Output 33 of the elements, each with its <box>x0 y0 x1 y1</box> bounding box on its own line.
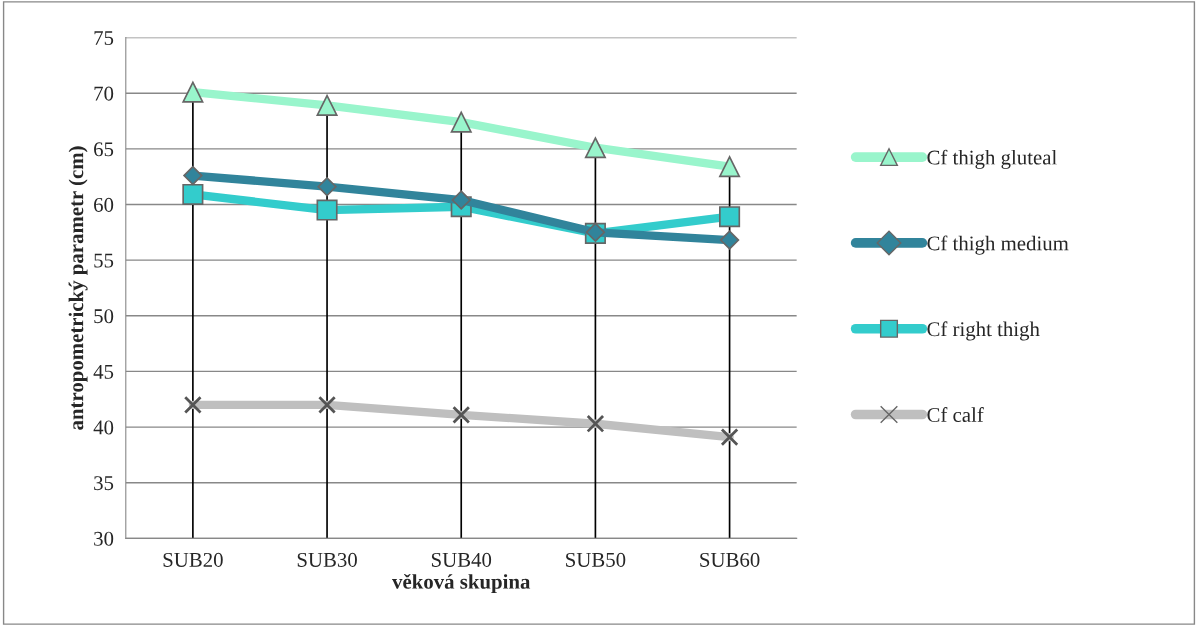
y-tick-label: 40 <box>93 420 114 435</box>
y-tick-label: 60 <box>94 197 114 212</box>
y-tick-label: 30 <box>94 531 114 546</box>
point <box>719 206 741 228</box>
point <box>719 156 741 178</box>
y-tick-label: 50 <box>94 309 114 324</box>
y-tick-label: 55 <box>94 253 114 268</box>
x-axis-title: věková skupina <box>392 573 531 594</box>
point <box>451 190 471 210</box>
y-tick-label: 65 <box>94 142 114 157</box>
y-tick-label: 35 <box>94 476 114 491</box>
point <box>182 183 204 206</box>
legend-label: Cf thigh gluteal <box>927 149 1057 169</box>
point <box>450 111 472 133</box>
y-axis-title: antropometrický parametr (cm) <box>68 146 88 430</box>
x-tick-label: SUB20 <box>163 552 223 567</box>
point <box>316 199 338 221</box>
x-tick-label: SUB50 <box>566 552 626 567</box>
point <box>317 177 337 197</box>
legend-label: Cf right thigh <box>927 321 1040 341</box>
point <box>183 165 203 186</box>
legend-label: Cf thigh medium <box>927 235 1069 255</box>
point <box>316 94 338 117</box>
point <box>584 137 606 159</box>
y-tick-label: 45 <box>93 364 114 379</box>
y-tick-label: 75 <box>94 31 114 45</box>
x-tick-label: SUB60 <box>700 552 760 567</box>
point <box>719 230 740 250</box>
x-tick-label: SUB30 <box>297 552 357 567</box>
x-tick-label: SUB40 <box>431 552 492 567</box>
point <box>182 81 204 103</box>
y-tick-label: 70 <box>94 86 114 101</box>
legend-label: Cf calf <box>927 407 984 422</box>
